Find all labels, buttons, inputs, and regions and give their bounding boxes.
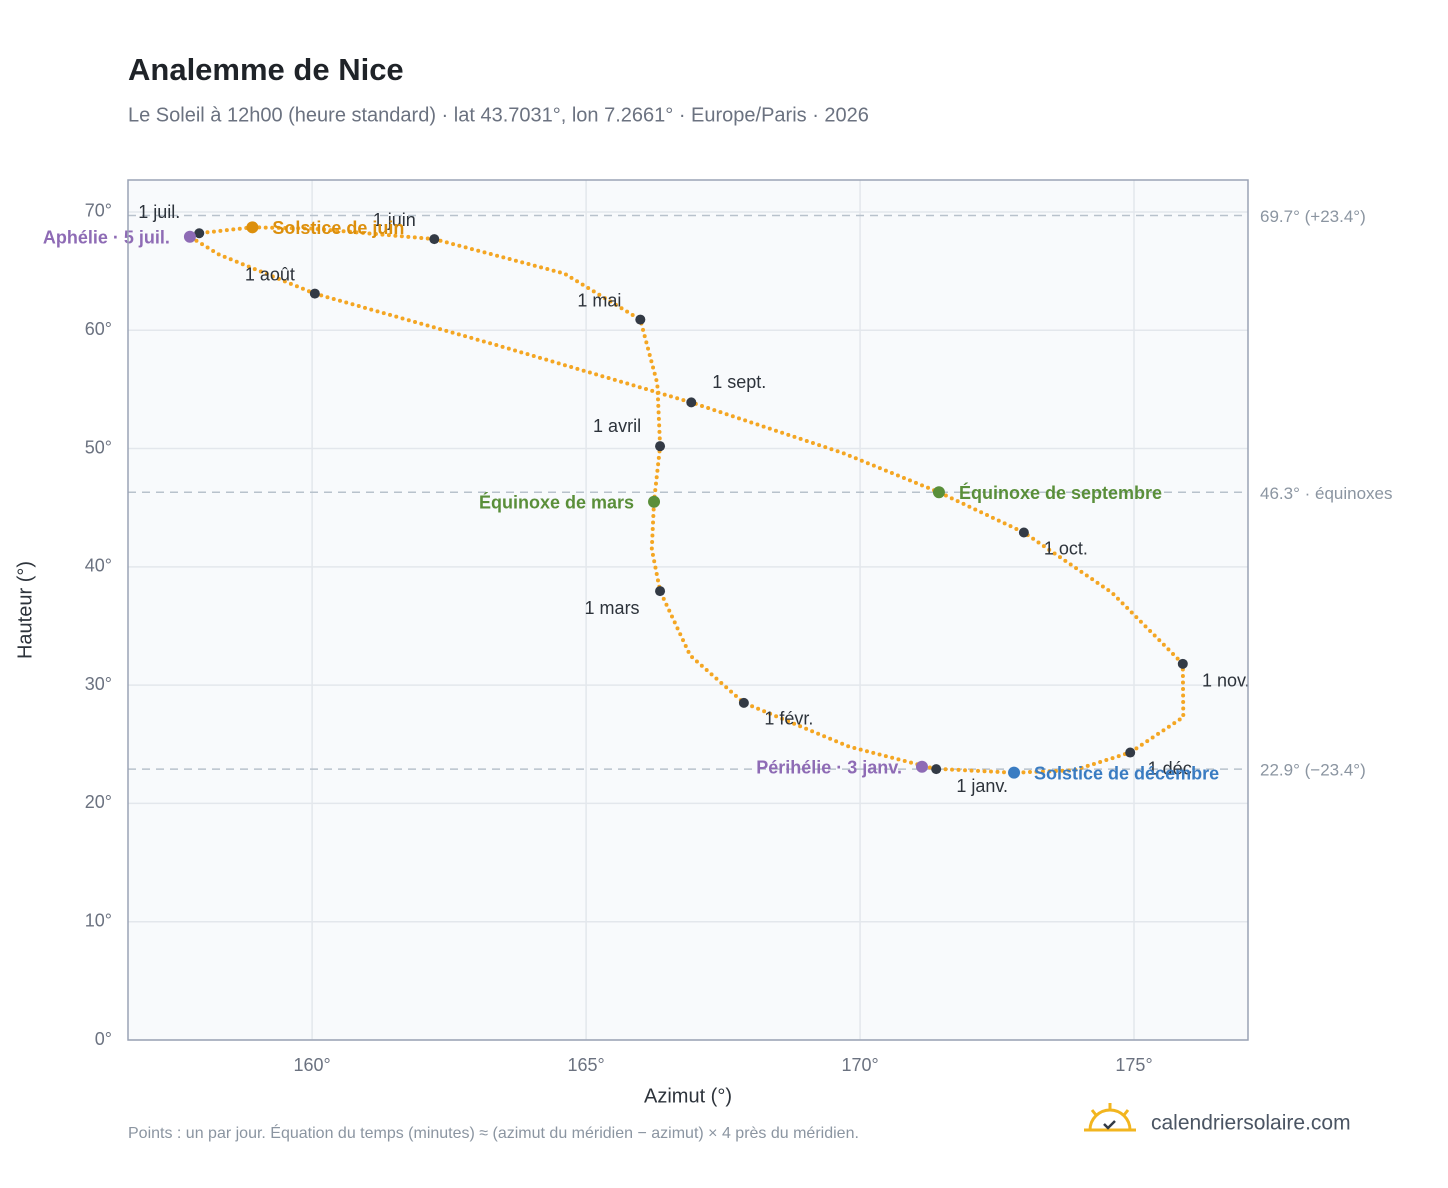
x-tick-label: 165° xyxy=(567,1055,604,1075)
y-tick-label: 40° xyxy=(85,556,112,576)
month-point xyxy=(655,586,666,597)
month-label: 1 juin xyxy=(373,210,416,230)
month-label: 1 mai xyxy=(577,290,621,310)
y-tick-label: 0° xyxy=(95,1029,112,1049)
reference-label: 69.7° (+23.4°) xyxy=(1260,207,1366,226)
month-point xyxy=(655,441,666,452)
marks: 1 janv. 1 févr. 1 mars 1 avril 1 mai 1 juin 1 … xyxy=(43,202,1250,796)
event-label: Aphélie · 5 juil. xyxy=(43,228,170,248)
event-label: Équinoxe de mars xyxy=(479,492,634,513)
event-point xyxy=(1008,766,1021,779)
brand-logo xyxy=(1084,1103,1136,1132)
month-point xyxy=(635,314,646,325)
month-point xyxy=(738,697,749,708)
x-tick-label: 160° xyxy=(293,1055,330,1075)
y-tick-label: 30° xyxy=(85,674,112,694)
month-label: 1 janv. xyxy=(956,776,1008,796)
x-tick-label: 170° xyxy=(841,1055,878,1075)
y-tick-label: 70° xyxy=(85,201,112,221)
month-label: 1 mars xyxy=(585,598,640,618)
event-label: Périhélie · 3 janv. xyxy=(756,757,902,777)
month-point xyxy=(1125,747,1136,758)
month-label: 1 nov. xyxy=(1202,671,1250,691)
month-label: 1 avril xyxy=(593,416,641,436)
y-tick-label: 10° xyxy=(85,910,112,930)
month-label: 1 juil. xyxy=(138,202,180,222)
brand: calendriersolaire.com xyxy=(1151,1112,1351,1135)
month-point xyxy=(429,234,440,245)
month-point xyxy=(1018,527,1029,538)
month-label: 1 sept. xyxy=(712,372,766,392)
x-tick-label: 175° xyxy=(1115,1055,1152,1075)
event-point xyxy=(246,221,259,234)
month-point xyxy=(194,228,205,239)
month-point xyxy=(309,288,320,299)
chart-title: Analemme de Nice xyxy=(128,52,404,87)
event-point xyxy=(648,495,661,508)
y-tick-label: 50° xyxy=(85,437,112,457)
y-axis-label: Hauteur (°) xyxy=(14,561,36,659)
reference-lines xyxy=(128,214,1248,770)
month-point xyxy=(1177,658,1188,669)
event-label: Équinoxe de septembre xyxy=(959,482,1162,503)
plot-frame xyxy=(127,179,1249,1041)
reference-label: 22.9° (−23.4°) xyxy=(1260,761,1366,780)
y-tick-label: 60° xyxy=(85,319,112,339)
month-point xyxy=(686,397,697,408)
month-label: 1 août xyxy=(245,264,295,284)
event-point xyxy=(932,486,945,499)
event-label: Solstice de décembre xyxy=(1034,763,1219,783)
event-point xyxy=(183,230,196,243)
month-label: 1 oct. xyxy=(1044,538,1088,558)
chart-subtitle: Le Soleil à 12h00 (heure standard) · lat… xyxy=(128,104,869,126)
y-tick-label: 20° xyxy=(85,792,112,812)
plot-area xyxy=(128,180,1248,1040)
event-point xyxy=(915,760,928,773)
month-label: 1 févr. xyxy=(764,709,813,729)
x-axis-label: Azimut (°) xyxy=(644,1085,732,1107)
month-label: 1 déc. xyxy=(1148,758,1197,778)
event-label: Solstice de juin xyxy=(272,218,404,238)
reference-label: 46.3° · équinoxes xyxy=(1260,484,1393,503)
month-point xyxy=(931,764,942,775)
footnote: Points : un par jour. Équation du temps … xyxy=(128,1123,859,1142)
